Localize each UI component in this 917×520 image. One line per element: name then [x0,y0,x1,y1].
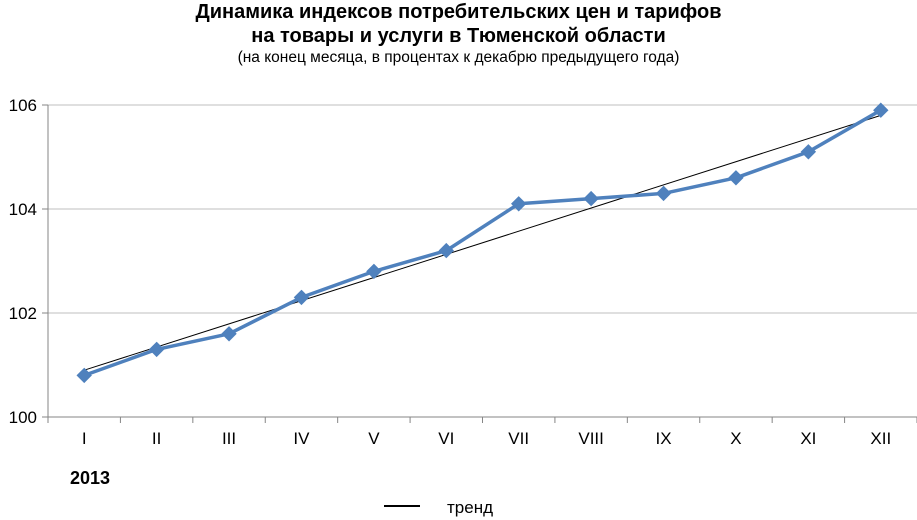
series-line [83,108,882,378]
x-tick-label: VI [438,429,454,448]
data-point-marker [873,102,889,118]
x-tick-label: VIII [578,429,604,448]
x-tick-label: III [222,429,236,448]
legend: тренд [384,498,493,517]
year-label: 2013 [70,468,110,488]
y-tick-label: 104 [9,200,37,219]
chart-title-block: Динамика индексов потребительских цен и … [0,0,917,68]
data-point-marker [293,289,310,306]
x-tick-label: X [730,429,741,448]
y-tick-label: 100 [9,408,37,427]
series-layer [76,102,889,384]
data-point-marker [728,170,744,186]
data-point-marker [438,242,454,259]
y-tick-label: 106 [9,96,37,115]
trend-layer [84,114,881,371]
grid-lines [48,104,917,314]
x-tick-label: V [368,429,380,448]
data-point-marker [511,196,527,212]
axes [42,104,917,423]
x-tick-label: IX [656,429,672,448]
data-point-marker [221,326,237,342]
y-tick-label: 102 [9,304,37,323]
legend-trend-label: тренд [447,498,493,517]
chart-title-line2: на товары и услуги в Тюменской области [251,25,666,47]
chart-title-line1: Динамика индексов потребительских цен и … [195,1,722,23]
x-tick-label: II [152,429,161,448]
data-point-marker [583,190,599,207]
trend-line [84,114,881,371]
data-point-marker [800,144,817,160]
data-point-marker [148,341,165,358]
data-point-marker [366,263,382,280]
x-tick-label: XII [870,429,891,448]
x-tick-label: IV [293,429,310,448]
x-tick-label: VII [508,429,529,448]
data-point-marker [76,367,92,384]
data-point-marker [655,185,672,202]
chart-subtitle: (на конец месяца, в процентах к декабрю … [237,49,680,66]
x-tick-label: I [82,429,87,448]
x-tick-label: XI [800,429,816,448]
